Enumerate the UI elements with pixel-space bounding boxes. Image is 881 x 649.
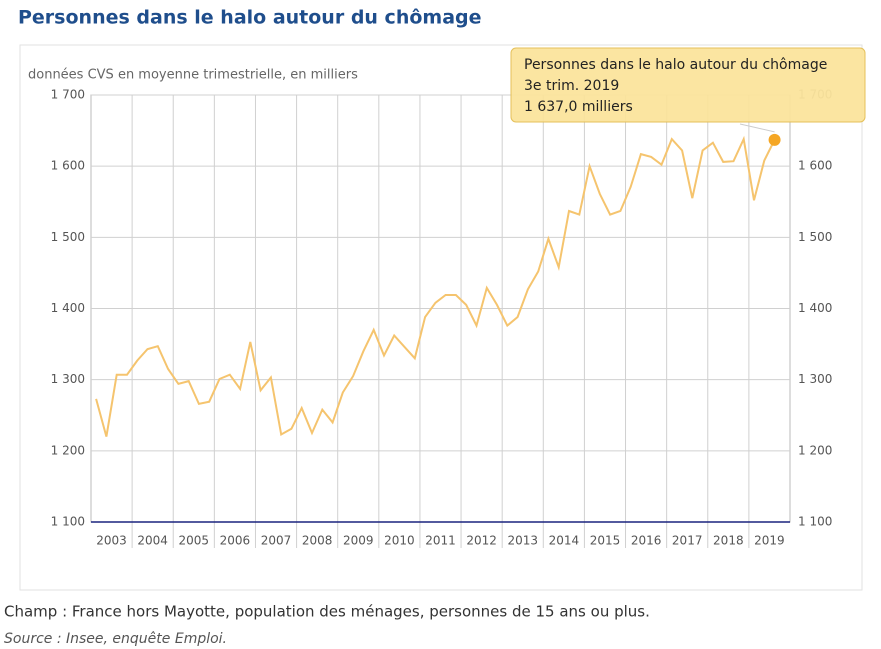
- y-tick-label: 1 600: [51, 159, 85, 173]
- y-tick-label: 1 300: [51, 372, 85, 386]
- x-tick-label: 2012: [466, 534, 497, 548]
- y-tick-label: 1 100: [51, 515, 85, 529]
- chart-frame: [19, 44, 863, 591]
- x-tick-label: 2017: [672, 534, 703, 548]
- y-tick-label: 1 700: [51, 88, 85, 102]
- tooltip-box: [510, 47, 866, 123]
- x-tick-label: 2005: [179, 534, 210, 548]
- y-tick-label: 1 500: [51, 230, 85, 244]
- tooltip: Personnes dans le halo autour du chômage…: [510, 47, 866, 123]
- y-tick-label: 1 400: [51, 301, 85, 315]
- hover-point: [768, 133, 781, 146]
- subtitle: données CVS en moyenne trimestrielle, en…: [28, 68, 358, 83]
- tooltip-period: 3e trim. 2019: [524, 78, 619, 94]
- y2-tick-label: 1 100: [798, 515, 832, 529]
- x-tick-label: 2006: [220, 534, 251, 548]
- y2-tick-label: 1 600: [798, 159, 832, 173]
- x-tick-label: 2007: [261, 534, 292, 548]
- y2-tick-label: 1 400: [798, 301, 832, 315]
- note: Champ : France hors Mayotte, population …: [4, 603, 650, 621]
- tooltip-value: 1 637,0 milliers: [524, 99, 633, 115]
- series-line: [95, 135, 776, 437]
- x-tick-label: 2014: [549, 534, 580, 548]
- source: Source : Insee, enquête Emploi.: [4, 631, 227, 647]
- x-tick-label: 2008: [302, 534, 333, 548]
- tooltip-pointer: [739, 123, 775, 133]
- y-tick-label: 1 200: [51, 443, 85, 457]
- chart-title: Personnes dans le halo autour du chômage: [18, 7, 482, 29]
- x-tick-label: 2011: [425, 534, 456, 548]
- x-tick-label: 2010: [384, 534, 415, 548]
- y2-tick-label: 1 200: [798, 443, 832, 457]
- x-tick-label: 2018: [713, 534, 744, 548]
- x-tick-label: 2013: [507, 534, 538, 548]
- x-tick-label: 2015: [590, 534, 621, 548]
- x-tick-label: 2019: [754, 534, 785, 548]
- y2-tick-label: 1 500: [798, 230, 832, 244]
- x-tick-label: 2016: [631, 534, 662, 548]
- y2-tick-label: 1 300: [798, 372, 832, 386]
- tooltip-title: Personnes dans le halo autour du chômage: [524, 57, 827, 73]
- x-tick-label: 2009: [343, 534, 374, 548]
- x-tick-label: 2004: [137, 534, 168, 548]
- x-tick-label: 2003: [96, 534, 127, 548]
